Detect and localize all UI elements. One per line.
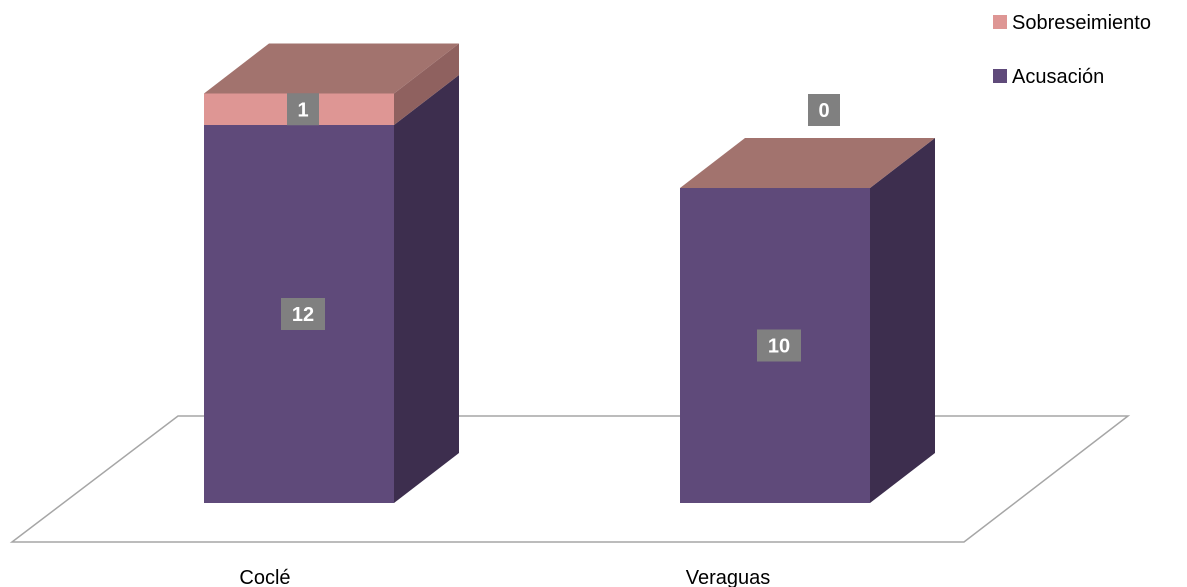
legend-item-sobreseimiento: Sobreseimiento — [993, 12, 1151, 34]
bar-side-cocle-acusacion — [394, 75, 459, 503]
data-label-value: 10 — [768, 336, 790, 358]
data-label-box — [757, 329, 801, 362]
legend: Sobreseimiento Acusación — [993, 12, 1151, 88]
data-label-box — [281, 298, 325, 330]
bar-top-veraguas — [680, 138, 935, 188]
category-label-veraguas: Veraguas — [686, 567, 771, 587]
data-label-veraguas-acusacion: 10 — [757, 329, 801, 362]
bar-side-veraguas-acusacion — [870, 138, 935, 503]
legend-swatch — [993, 15, 1007, 29]
chart-floor — [9, 415, 1131, 543]
data-label-value: 12 — [292, 304, 314, 326]
data-label-value: 1 — [297, 99, 308, 121]
legend-swatch — [993, 69, 1007, 83]
data-label-cocle-sobreseimiento: 1 — [287, 93, 319, 126]
bar-top-cocle — [204, 43, 459, 94]
bar-veraguas-acusacion — [680, 138, 935, 503]
data-label-box — [287, 93, 319, 126]
data-labels-layer: 12 1 10 0 — [281, 93, 840, 362]
bars-layer — [204, 43, 935, 503]
data-label-value: 0 — [818, 100, 829, 122]
category-labels-layer: Coclé Veraguas — [239, 567, 770, 587]
bar-side-cocle-sobreseimiento — [394, 43, 459, 125]
bar-cocle-acusacion — [204, 75, 459, 503]
legend-label: Sobreseimiento — [1012, 12, 1151, 34]
data-label-veraguas-sobreseimiento: 0 — [808, 94, 840, 126]
category-label-cocle: Coclé — [239, 567, 290, 587]
data-label-box — [808, 94, 840, 126]
data-label-cocle-acusacion: 12 — [281, 298, 325, 330]
legend-item-acusacion: Acusación — [993, 66, 1104, 88]
legend-label: Acusación — [1012, 66, 1104, 88]
